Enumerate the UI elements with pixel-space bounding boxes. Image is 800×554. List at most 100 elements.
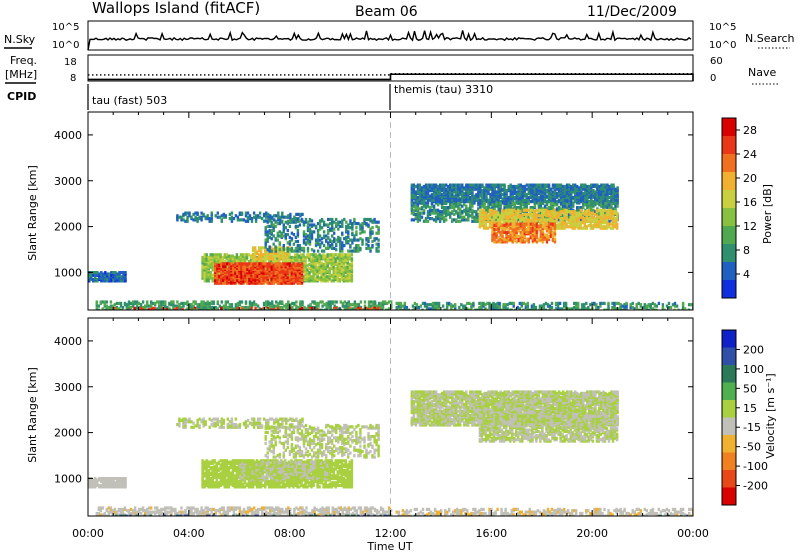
scatter-cell: [148, 304, 151, 308]
scatter-cell: [269, 301, 272, 305]
scatter-cell: [276, 222, 279, 226]
scatter-cell: [234, 262, 237, 266]
scatter-cell: [353, 234, 356, 238]
scatter-cell: [473, 215, 476, 219]
scatter-cell: [459, 193, 462, 197]
scatter-cell: [353, 217, 356, 222]
scatter-cell: [572, 183, 575, 187]
scatter-cell: [373, 237, 376, 241]
scatter-cell: [182, 212, 185, 216]
scatter-cell: [268, 273, 271, 277]
freq-tick-bottom: 8: [70, 73, 76, 84]
scatter-cell: [357, 238, 360, 242]
nsky-tick-bottom: 10^0: [52, 40, 79, 51]
scatter-cell: [594, 203, 597, 207]
scatter-cell: [355, 238, 358, 242]
noise-panel: N.Sky 10^5 10^0 10^5 10^0 N.Search: [4, 20, 795, 51]
scatter-cell: [248, 304, 252, 308]
scatter-cell: [487, 204, 490, 208]
scatter-cell: [344, 253, 347, 257]
scatter-cell: [230, 211, 234, 215]
scatter-cell: [451, 186, 454, 190]
scatter-cell: [242, 280, 245, 284]
scatter-cell: [523, 203, 526, 207]
scatter-cell: [488, 221, 492, 225]
scatter-cell: [227, 254, 231, 258]
scatter-cell: [369, 249, 372, 253]
scatter-cell: [616, 193, 619, 197]
scatter-cell: [350, 273, 354, 277]
scatter-cell: [602, 183, 605, 187]
scatter-cell: [497, 194, 500, 198]
scatter-cell: [283, 215, 286, 219]
scatter-cell: [203, 253, 206, 257]
scatter-cell: [361, 222, 364, 226]
freq-label: Freq.: [10, 54, 37, 67]
scatter-cell: [286, 246, 289, 250]
scatter-cell: [289, 212, 292, 216]
scatter-cell: [120, 271, 123, 275]
scatter-cell: [555, 207, 559, 211]
frequency-panel: Freq. [MHz] 18 8 60 0 Nave: [5, 54, 778, 85]
scatter-cell: [200, 215, 203, 219]
scatter-cell: [551, 190, 555, 194]
scatter-cell: [290, 246, 294, 250]
scatter-cell: [418, 183, 422, 187]
scatter-cell: [365, 237, 368, 241]
scatter-cell: [278, 248, 281, 252]
scatter-cell: [192, 304, 195, 308]
scatter-cell: [420, 215, 424, 219]
scatter-cell: [210, 308, 213, 310]
scatter-cell: [318, 224, 322, 228]
scatter-cell: [180, 218, 183, 222]
freq-unit-label: [MHz]: [5, 68, 37, 81]
date-title: 11/Dec/2009: [587, 4, 677, 20]
scatter-cell: [277, 218, 280, 222]
scatter-cell: [503, 189, 506, 193]
scatter-cell: [288, 219, 292, 223]
scatter-cell: [539, 206, 543, 210]
scatter-cell: [282, 262, 285, 266]
scatter-cell: [428, 194, 432, 198]
scatter-cell: [322, 253, 325, 257]
scatter-cell: [422, 191, 426, 195]
scatter-cell: [338, 273, 341, 277]
scatter-cell: [434, 215, 438, 219]
scatter-cell: [436, 203, 440, 207]
scatter-cell: [486, 217, 490, 221]
scatter-cell: [463, 208, 466, 212]
scatter-cell: [341, 241, 344, 245]
scatter-cell: [493, 200, 496, 204]
scatter-cell: [290, 217, 294, 222]
scatter-cell: [268, 255, 271, 260]
scatter-cell: [296, 217, 300, 222]
scatter-cell: [338, 265, 341, 269]
scatter-cell: [298, 254, 301, 258]
scatter-cell: [533, 189, 537, 193]
scatter-cell: [255, 250, 259, 254]
scatter-cell: [226, 276, 229, 280]
scatter-cell: [332, 265, 335, 269]
scatter-cell: [377, 242, 380, 246]
scatter-cell: [334, 257, 337, 261]
scatter-cell: [268, 235, 271, 239]
scatter-cell: [539, 189, 543, 193]
scatter-cell: [108, 272, 111, 276]
scatter-cell: [357, 244, 360, 248]
scatter-cell: [327, 303, 330, 307]
scatter-cell: [310, 268, 313, 272]
scatter-cell: [218, 304, 221, 308]
scatter-cell: [256, 274, 259, 278]
scatter-cell: [351, 238, 354, 242]
scatter-cell: [232, 273, 235, 277]
scatter-cell: [561, 204, 565, 208]
scatter-cell: [333, 220, 336, 224]
scatter-cell: [612, 194, 615, 198]
scatter-cell: [312, 223, 316, 227]
scatter-cell: [119, 301, 123, 305]
scatter-cell: [353, 300, 357, 304]
scatter-cell: [509, 201, 512, 205]
scatter-cell: [329, 244, 332, 248]
scatter-cell: [314, 253, 317, 257]
scatter-cell: [436, 200, 440, 204]
